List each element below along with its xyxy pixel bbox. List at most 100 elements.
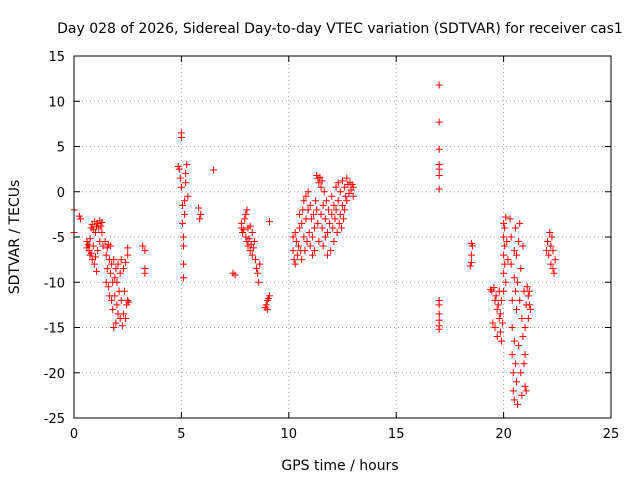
data-point [339,201,346,209]
data-point [113,301,121,309]
data-point [349,183,357,191]
y-tick-label: -25 [44,412,65,427]
data-point [521,324,529,331]
x-tick-label: 15 [388,427,405,442]
data-point [506,215,514,223]
data-point [335,219,343,227]
data-point [306,201,314,209]
data-point [491,324,499,331]
data-point [489,319,497,327]
data-point [89,242,97,250]
data-point [178,219,186,227]
data-point [242,210,250,218]
data-point [139,242,147,250]
data-point [177,183,185,191]
data-point [108,296,116,304]
data-point [292,238,300,246]
data-point [520,360,528,368]
data-point [243,206,251,214]
y-tick-label: -5 [52,231,65,246]
data-point [290,256,298,264]
data-point [94,247,102,255]
data-point [196,215,204,223]
data-point [306,242,314,250]
data-point [183,161,191,169]
data-point [500,233,508,241]
data-point [180,274,188,282]
data-point [509,387,517,395]
data-point [549,265,557,273]
data-point [102,278,110,286]
data-point [300,233,308,241]
data-point [510,396,518,404]
data-point [336,188,344,196]
data-point [119,265,127,273]
data-point [548,233,556,241]
data-point [515,342,523,350]
data-point [182,179,190,187]
data-point [493,333,501,341]
data-point [328,192,336,200]
data-point [304,206,312,214]
data-point [90,260,98,268]
data-point [321,233,329,241]
data-point [511,224,519,232]
data-point [349,192,357,200]
data-point [435,310,443,318]
data-point [495,314,503,322]
x-tick-label: 5 [177,427,185,442]
data-point [500,251,508,259]
data-point [435,325,443,333]
data-point [263,305,271,313]
data-point [343,174,351,182]
y-tick-label: 10 [48,95,65,110]
data-point [501,260,509,268]
data-point [544,238,552,246]
data-point [517,369,525,377]
data-point [502,213,510,221]
x-tick-labels: 0 5 10 15 20 25 [70,427,619,442]
data-point [289,247,297,255]
data-point [91,253,99,261]
data-point [184,192,192,200]
data-point [104,283,112,291]
data-point [122,258,130,266]
data-point [124,296,132,304]
data-point [320,188,328,196]
data-point [504,256,512,264]
data-point [76,215,84,223]
data-point [318,177,326,185]
data-point [256,260,264,268]
data-point [301,247,309,255]
data-point [242,233,250,241]
data-point [244,242,252,250]
data-point [508,324,516,331]
data-point [195,204,203,212]
data-point [503,238,511,246]
data-point [122,314,130,322]
data-point [113,278,121,286]
data-point [314,219,322,227]
data-point [545,251,553,259]
data-point [321,215,329,223]
x-tick-label: 20 [495,427,512,442]
data-point [315,179,323,187]
data-point [124,251,132,259]
y-tick-label: -15 [44,322,65,337]
data-point [141,247,149,255]
data-point [125,298,133,306]
data-point [507,233,515,241]
data-point [116,269,124,277]
data-point [112,319,120,327]
data-point [435,118,443,126]
data-point [332,183,340,191]
data-point [526,305,534,313]
data-point [319,201,327,209]
data-point [327,247,335,255]
data-point [517,265,525,273]
data-point [252,256,260,264]
data-point [93,267,101,275]
data-point [500,219,508,227]
data-point [311,247,319,255]
data-point [547,242,555,250]
